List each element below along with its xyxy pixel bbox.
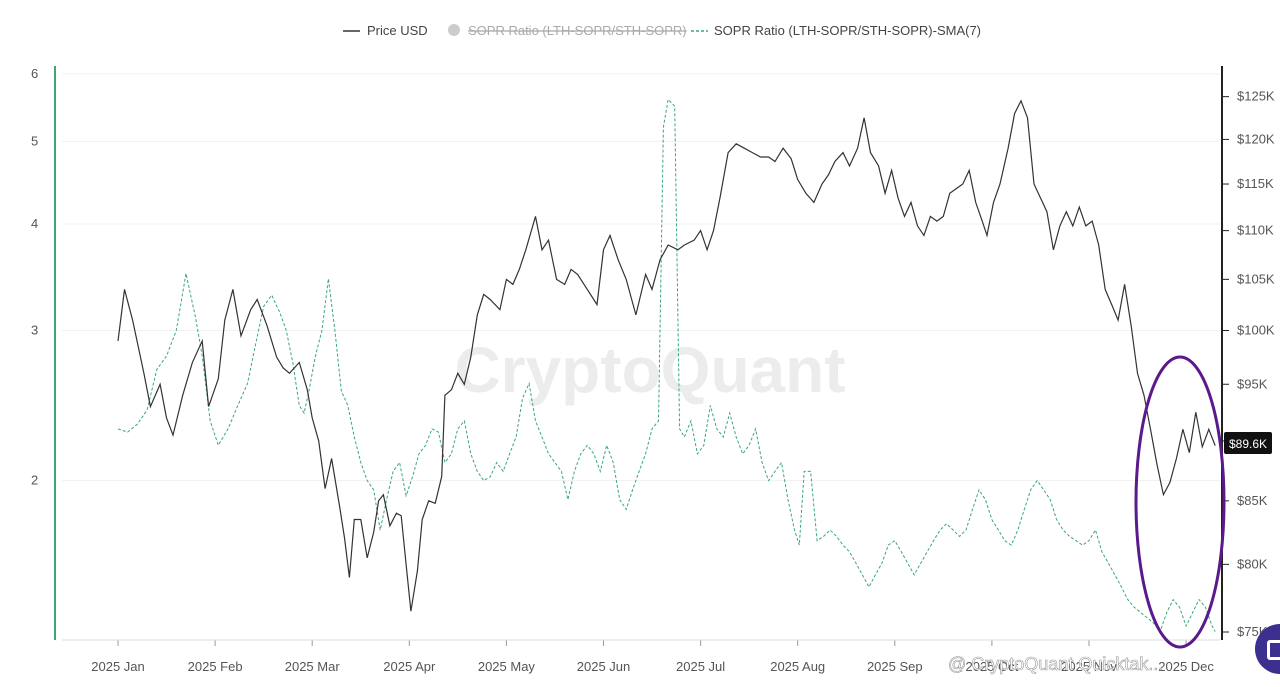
right-tick-label: $85K	[1237, 493, 1268, 508]
x-tick-label: 2025 Feb	[188, 659, 243, 674]
x-tick-label: 2025 Dec	[1158, 659, 1214, 674]
legend-item-price-usd[interactable]: Price USD	[343, 23, 428, 38]
series-line-sopr-sma7	[117, 98, 1216, 633]
current-price-label: $89.6K	[1229, 437, 1267, 451]
legend-item-sopr-ratio[interactable]: SOPR Ratio (LTH-SOPR/STH-SOPR)	[448, 23, 687, 38]
x-tick-label: 2025 Aug	[770, 659, 825, 674]
x-tick-label: 2025 Nov	[1061, 659, 1117, 674]
current-price-badge: $89.6K	[1224, 432, 1272, 454]
right-tick-label: $105K	[1237, 271, 1275, 286]
x-tick-label: 2025 May	[478, 659, 536, 674]
chart-watermark: CryptoQuant	[454, 334, 845, 406]
x-tick-label: 2025 Mar	[285, 659, 341, 674]
right-tick-label: $80K	[1237, 556, 1268, 571]
x-tick-label: 2025 Oct	[966, 659, 1019, 674]
left-tick-label: 2	[31, 473, 38, 488]
legend-item-sopr-sma7[interactable]: SOPR Ratio (LTH-SOPR/STH-SOPR)-SMA(7)	[691, 23, 981, 38]
chat-icon	[1267, 640, 1280, 660]
left-axis: 2 3 4 5 6	[31, 66, 38, 488]
series-line-price-usd	[117, 99, 1216, 612]
left-tick-label: 3	[31, 323, 38, 338]
footer-watermark: @ CryptoQuant Quicktak...	[948, 654, 1163, 674]
x-tick-label: 2025 Sep	[867, 659, 923, 674]
legend[interactable]: Price USD SOPR Ratio (LTH-SOPR/STH-SOPR)…	[343, 23, 981, 38]
x-tick-label: 2025 Apr	[383, 659, 436, 674]
legend-label-sopr-sma7: SOPR Ratio (LTH-SOPR/STH-SOPR)-SMA(7)	[714, 23, 981, 38]
right-tick-label: $120K	[1237, 131, 1275, 146]
right-axis: $75K$80K$85K$90K$95K$100K$105K$110K$115K…	[1222, 89, 1275, 639]
x-axis: 2025 Jan 2025 Feb 2025 Mar 2025 Apr 2025 May…	[62, 639, 1220, 674]
x-tick-label: 2025 Jun	[577, 659, 631, 674]
left-tick-label: 4	[31, 216, 38, 231]
x-tick-label: 2025 Jan	[91, 659, 145, 674]
right-tick-label: $125K	[1237, 89, 1275, 104]
legend-label-price-usd: Price USD	[367, 23, 428, 38]
legend-swatch-sopr-ratio	[448, 24, 460, 36]
right-tick-label: $100K	[1237, 322, 1275, 337]
left-tick-label: 5	[31, 133, 38, 148]
right-tick-label: $115K	[1237, 176, 1274, 191]
left-tick-label: 6	[31, 66, 38, 81]
right-tick-label: $110K	[1237, 223, 1274, 238]
annotation-ellipse	[1134, 355, 1226, 649]
grid-lines	[62, 73, 1220, 482]
x-tick-label: 2025 Jul	[676, 659, 725, 674]
right-tick-label: $95K	[1237, 376, 1268, 391]
